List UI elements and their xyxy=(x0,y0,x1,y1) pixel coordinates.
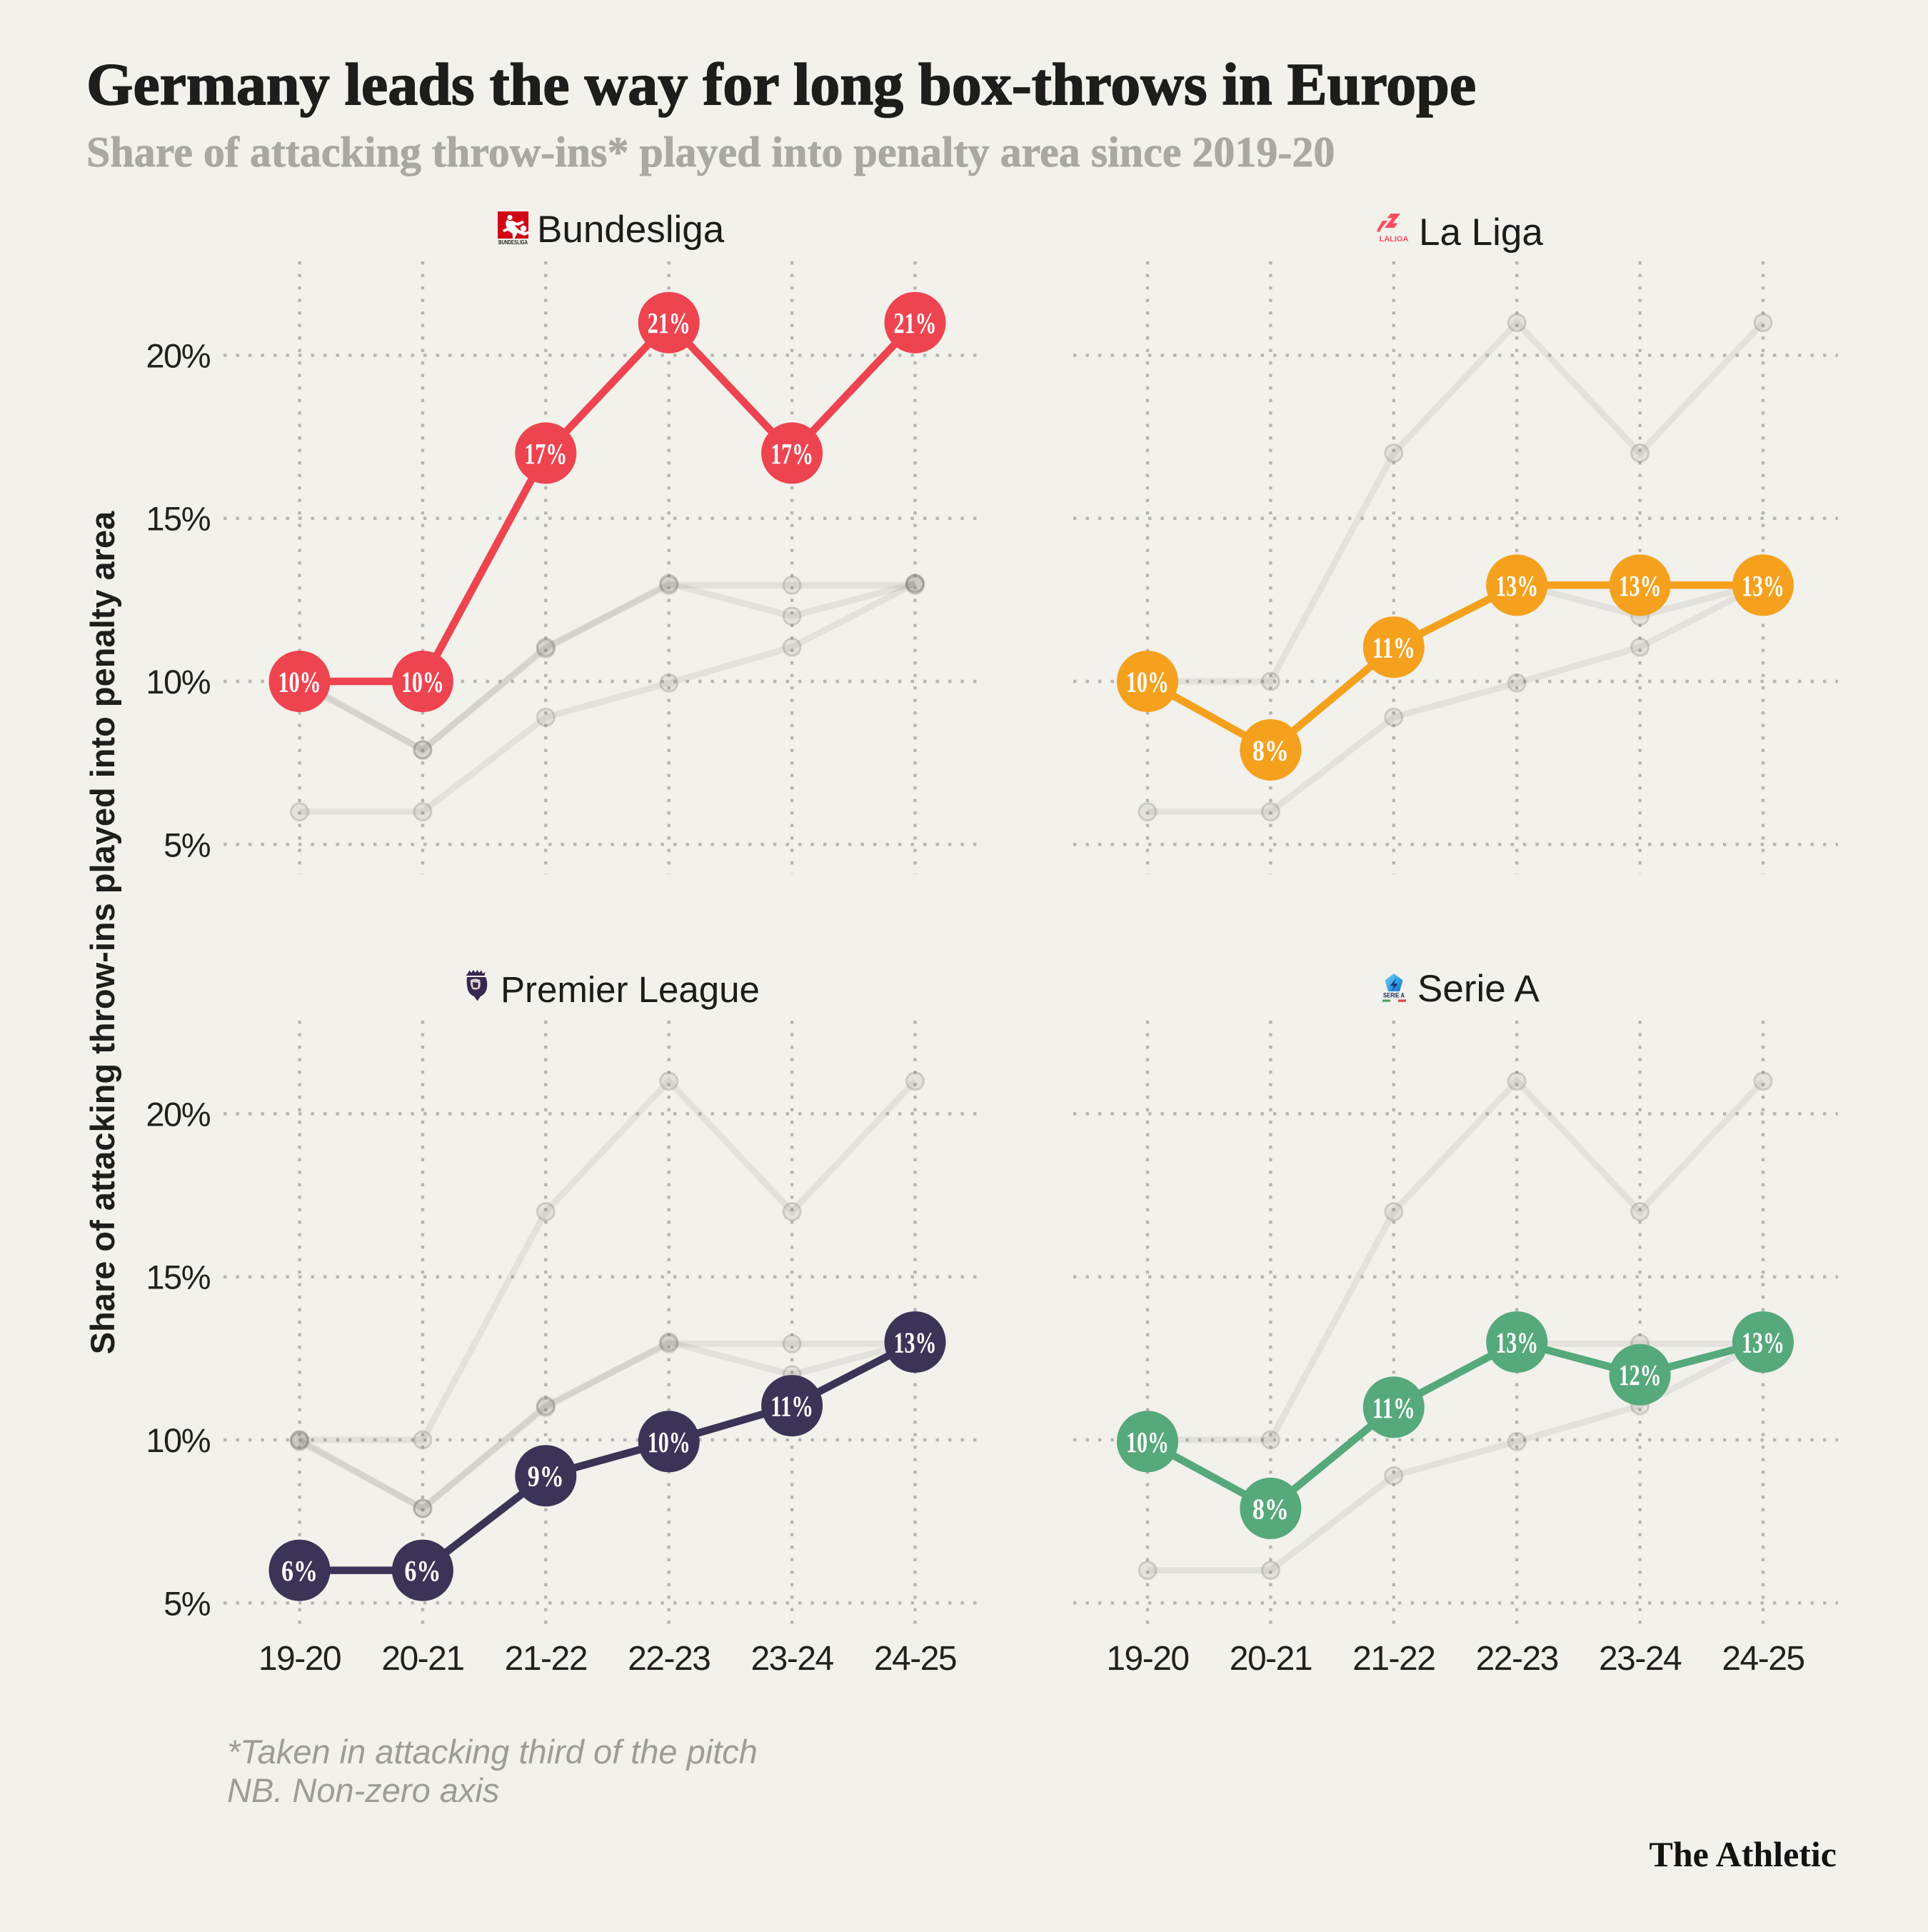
svg-text:10%: 10% xyxy=(146,1421,210,1459)
svg-text:19-20: 19-20 xyxy=(258,1640,341,1678)
svg-text:11%: 11% xyxy=(1372,1391,1415,1424)
svg-text:10%: 10% xyxy=(1126,666,1169,699)
svg-text:Germany leads the way for long: Germany leads the way for long box-throw… xyxy=(86,51,1476,118)
svg-text:La Liga: La Liga xyxy=(1419,211,1543,254)
svg-text:The Athletic: The Athletic xyxy=(1650,1834,1837,1874)
svg-text:20%: 20% xyxy=(146,336,210,374)
svg-text:6%: 6% xyxy=(281,1554,318,1587)
svg-text:LALIGA: LALIGA xyxy=(1380,235,1409,244)
svg-text:15%: 15% xyxy=(146,1258,210,1296)
svg-text:13%: 13% xyxy=(1495,569,1538,602)
svg-text:9%: 9% xyxy=(528,1460,564,1493)
svg-text:21%: 21% xyxy=(648,306,691,339)
svg-text:10%: 10% xyxy=(401,666,444,699)
svg-text:21-22: 21-22 xyxy=(1352,1640,1435,1678)
svg-text:Bundesliga: Bundesliga xyxy=(537,209,725,251)
svg-text:6%: 6% xyxy=(404,1554,441,1587)
svg-text:11%: 11% xyxy=(770,1390,813,1423)
svg-text:20%: 20% xyxy=(146,1095,210,1133)
svg-text:17%: 17% xyxy=(524,437,567,470)
svg-text:11%: 11% xyxy=(1372,631,1415,664)
svg-text:8%: 8% xyxy=(1252,734,1289,766)
svg-text:Serie A: Serie A xyxy=(1417,968,1540,1010)
svg-text:10%: 10% xyxy=(648,1426,691,1458)
svg-text:12%: 12% xyxy=(1619,1358,1662,1391)
svg-text:5%: 5% xyxy=(164,1584,211,1622)
svg-text:10%: 10% xyxy=(146,663,210,701)
svg-text:Premier League: Premier League xyxy=(501,969,760,1010)
svg-text:Share of attacking throw-ins*: Share of attacking throw-ins* played int… xyxy=(86,129,1335,176)
svg-text:17%: 17% xyxy=(770,437,813,470)
svg-text:20-21: 20-21 xyxy=(381,1640,463,1678)
svg-text:13%: 13% xyxy=(1742,569,1784,602)
svg-text:22-23: 22-23 xyxy=(628,1640,710,1678)
svg-text:15%: 15% xyxy=(146,500,210,538)
svg-text:13%: 13% xyxy=(1742,1326,1784,1359)
svg-text:23-24: 23-24 xyxy=(1599,1640,1682,1678)
svg-text:23-24: 23-24 xyxy=(750,1640,833,1678)
svg-text:Share of attacking throw-ins p: Share of attacking throw-ins played into… xyxy=(84,511,121,1354)
svg-text:5%: 5% xyxy=(164,826,211,864)
svg-text:10%: 10% xyxy=(278,666,321,699)
svg-text:8%: 8% xyxy=(1252,1492,1289,1525)
svg-text:21%: 21% xyxy=(894,306,937,339)
svg-text:BUNDESLIGA: BUNDESLIGA xyxy=(498,239,528,246)
svg-text:24-25: 24-25 xyxy=(1722,1640,1804,1678)
svg-text:24-25: 24-25 xyxy=(874,1640,956,1678)
svg-text:22-23: 22-23 xyxy=(1476,1640,1558,1678)
svg-text:13%: 13% xyxy=(1619,569,1662,602)
svg-text:*Taken in attacking third of t: *Taken in attacking third of the pitch xyxy=(227,1733,758,1771)
svg-text:21-22: 21-22 xyxy=(505,1640,587,1678)
svg-text:13%: 13% xyxy=(1495,1326,1538,1359)
svg-text:13%: 13% xyxy=(894,1326,937,1359)
svg-text:SERIE A: SERIE A xyxy=(1383,992,1405,999)
svg-text:20-21: 20-21 xyxy=(1230,1640,1312,1678)
svg-text:NB. Non-zero axis: NB. Non-zero axis xyxy=(227,1771,499,1809)
svg-text:10%: 10% xyxy=(1126,1426,1169,1458)
svg-text:19-20: 19-20 xyxy=(1106,1640,1188,1678)
